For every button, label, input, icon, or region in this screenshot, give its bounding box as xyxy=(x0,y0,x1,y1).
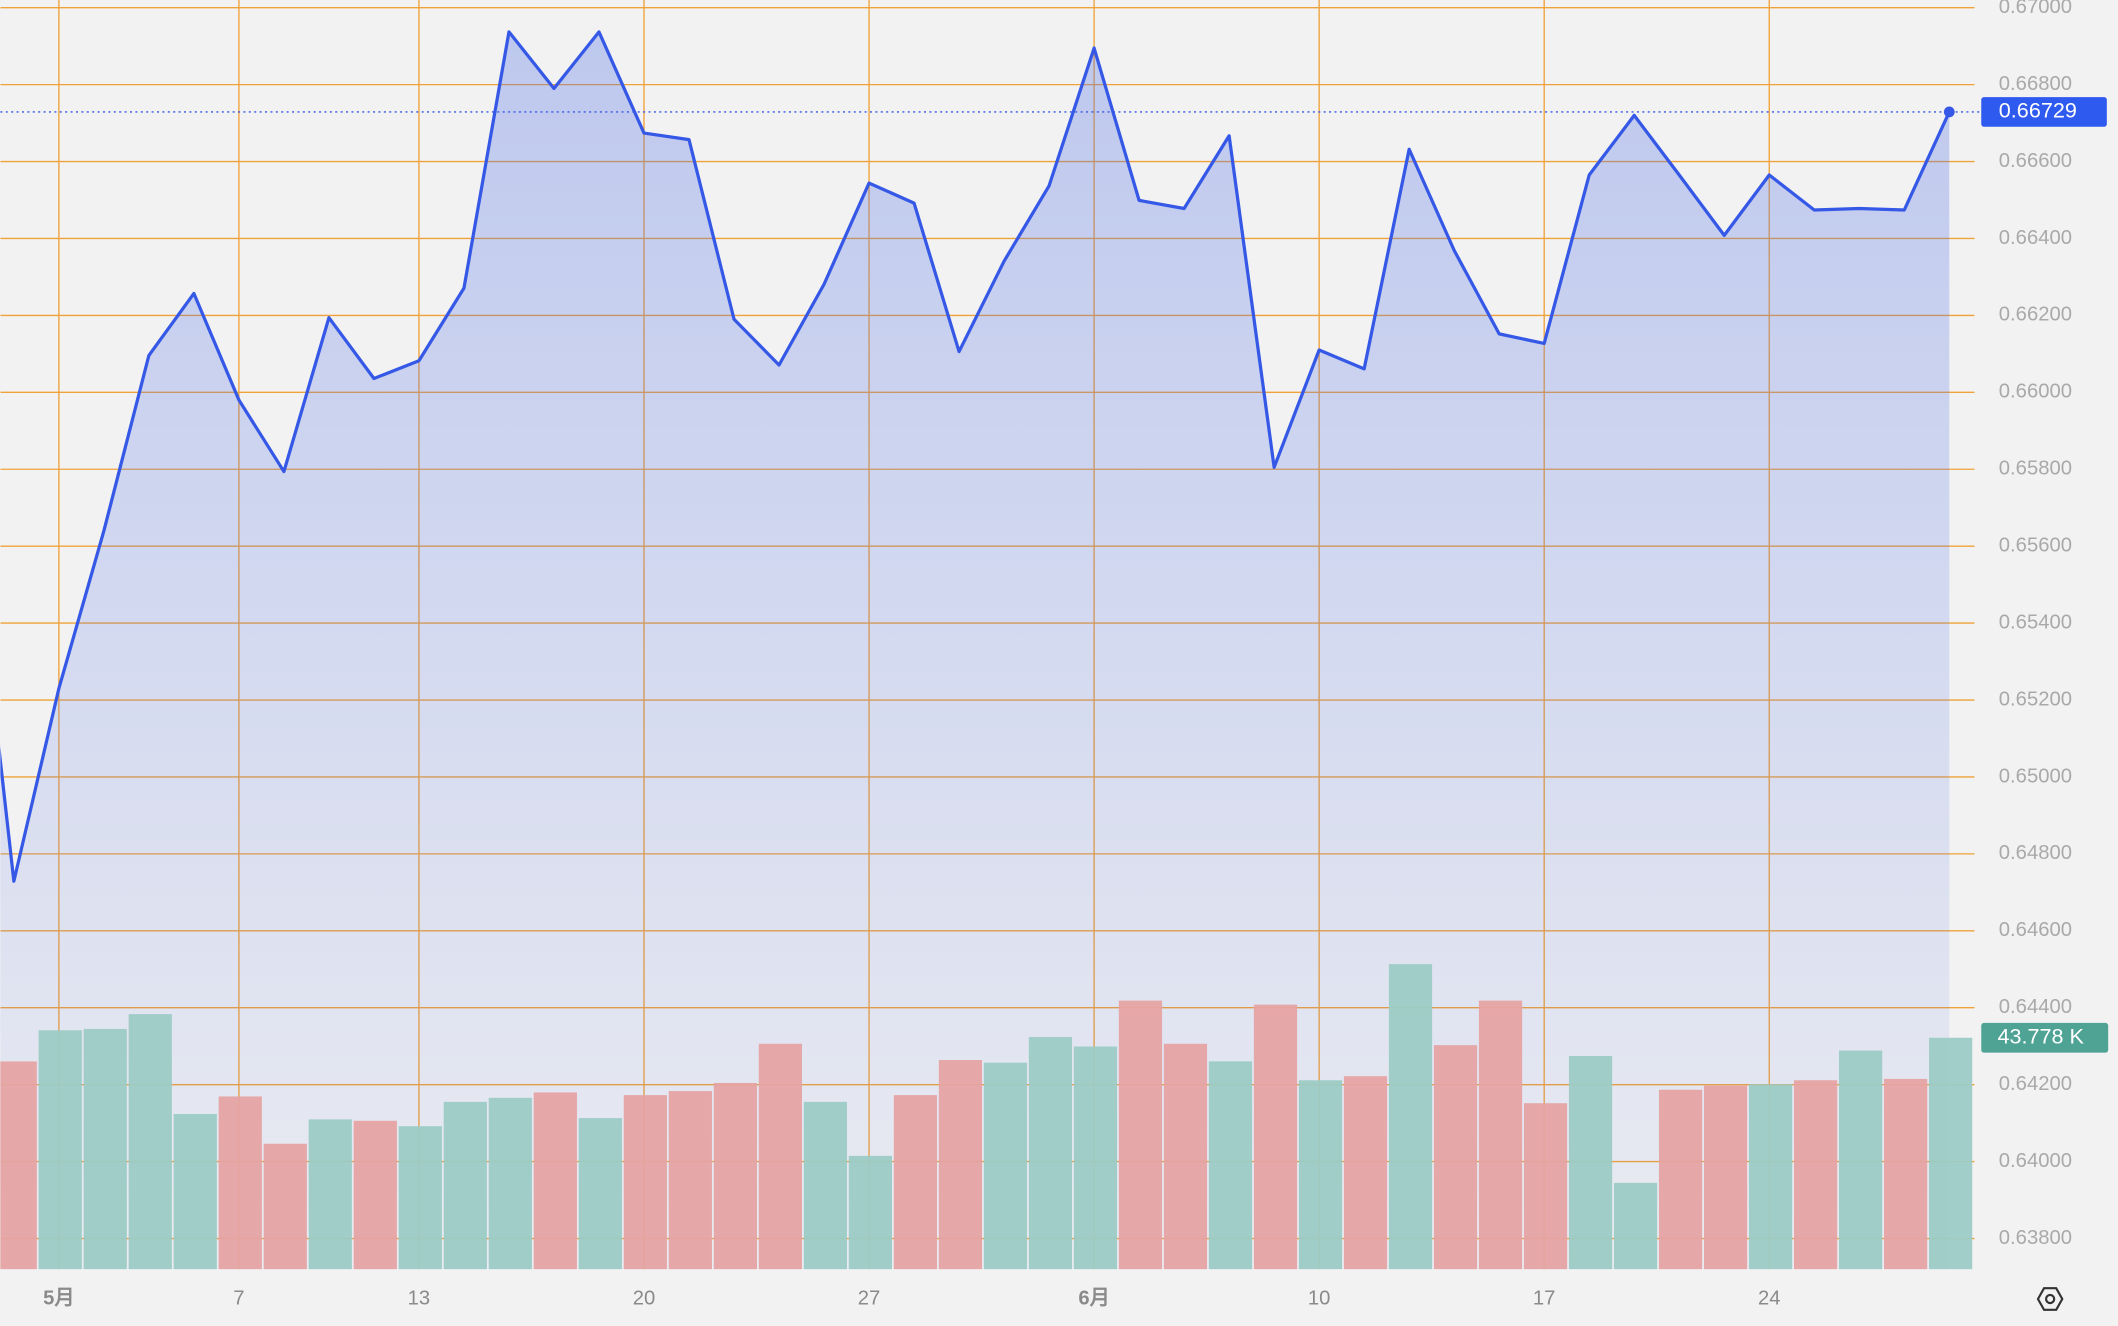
y-tick-label: 0.66400 xyxy=(1999,227,2072,249)
volume-bar xyxy=(1568,1055,1613,1270)
volume-bar xyxy=(1929,1037,1973,1270)
x-tick-label: 10 xyxy=(1308,1287,1331,1309)
volume-bar xyxy=(533,1092,577,1270)
volume-bar xyxy=(713,1082,757,1270)
volume-bar xyxy=(1884,1078,1928,1270)
volume-bar xyxy=(1343,1076,1388,1270)
volume-bar xyxy=(1163,1043,1208,1270)
x-tick-label: 24 xyxy=(1758,1287,1781,1309)
price-line xyxy=(0,30,1951,883)
volume-bar xyxy=(1208,1061,1253,1270)
y-tick-label: 0.64600 xyxy=(1999,919,2072,941)
y-tick-label: 0.66000 xyxy=(1999,381,2072,403)
last-price-box xyxy=(1981,97,2107,127)
y-tick-label: 0.64200 xyxy=(1999,1073,2072,1095)
area xyxy=(0,31,1950,1270)
y-tick-label: 0.64400 xyxy=(1999,996,2072,1018)
volume-bar xyxy=(578,1118,622,1270)
volume-bar xyxy=(308,1119,352,1270)
x-tick-label: 6月 xyxy=(1078,1287,1110,1309)
y-tick-label: 0.67000 xyxy=(1999,0,2072,18)
y-tick-label: 0.65800 xyxy=(1999,458,2072,480)
volume-bar xyxy=(488,1097,532,1270)
volume-bar xyxy=(1028,1037,1073,1270)
settings-icon-center[interactable] xyxy=(2044,1293,2056,1305)
x-tick-label: 13 xyxy=(408,1287,431,1309)
volume-bar xyxy=(0,1061,37,1270)
volume-bar xyxy=(803,1101,847,1270)
y-tick-label: 0.65200 xyxy=(1999,688,2072,710)
volume-bar xyxy=(1433,1045,1478,1270)
x-tick-label: 27 xyxy=(858,1287,881,1309)
y-tick-label: 0.63800 xyxy=(1999,1227,2072,1249)
volume-bar xyxy=(1839,1050,1883,1270)
plot-area xyxy=(0,0,1975,1270)
last-price-dot xyxy=(1943,106,1955,118)
volume-bar xyxy=(1748,1084,1793,1270)
volume-bar xyxy=(1253,1004,1298,1270)
volume-bar xyxy=(263,1143,307,1270)
volume-bar xyxy=(758,1043,802,1270)
volume-bar xyxy=(173,1114,217,1270)
volume-bar xyxy=(1073,1046,1118,1270)
volume-bar xyxy=(1703,1085,1748,1270)
volume-bar xyxy=(1478,1000,1523,1270)
volume-bar xyxy=(623,1095,667,1270)
volume-bar xyxy=(938,1060,983,1270)
volume-bar xyxy=(893,1095,938,1270)
y-tick-label: 0.65600 xyxy=(1999,535,2072,557)
volume-bar xyxy=(443,1101,487,1270)
volume-bar xyxy=(398,1126,442,1270)
y-tick-label: 0.66600 xyxy=(1999,150,2072,172)
y-tick-label: 0.65400 xyxy=(1999,611,2072,633)
settings-button[interactable] xyxy=(2036,1287,2064,1311)
x-tick-label: 20 xyxy=(633,1287,656,1309)
x-axis: 5月71320276月1017247 xyxy=(43,1287,1781,1309)
last-volume-label: 43.778 K xyxy=(1997,1023,2084,1048)
last-volume-box xyxy=(1981,1022,2109,1053)
y-tick-label: 0.64000 xyxy=(1999,1150,2072,1172)
last-price-label: 0.66729 xyxy=(1999,98,2077,123)
volume-bar xyxy=(1658,1089,1703,1270)
volume-bar xyxy=(38,1030,82,1270)
x-tick-label: 7 xyxy=(233,1287,244,1309)
volume-bar xyxy=(128,1014,172,1270)
x-tick-label: 5月 xyxy=(43,1287,75,1309)
volume-bar xyxy=(1793,1080,1838,1270)
volume-bar xyxy=(1613,1182,1658,1270)
volume-bar xyxy=(218,1096,262,1270)
volume-bar xyxy=(83,1028,127,1270)
volume-bar xyxy=(668,1091,712,1270)
volume-bar xyxy=(1388,964,1433,1270)
volume-bar xyxy=(983,1062,1028,1270)
volume-bar xyxy=(1298,1080,1343,1270)
settings-icon[interactable] xyxy=(2036,1287,2064,1311)
y-tick-label: 0.64800 xyxy=(1999,842,2072,864)
volume-bar xyxy=(1118,1000,1163,1270)
volume-bar xyxy=(848,1155,893,1270)
y-tick-label: 0.66200 xyxy=(1999,304,2072,326)
x-tick-label: 17 xyxy=(1533,1287,1556,1309)
y-tick-label: 0.66800 xyxy=(1999,73,2072,95)
volume-bar xyxy=(1523,1103,1568,1270)
volume-bar xyxy=(353,1120,397,1270)
y-tick-label: 0.65000 xyxy=(1999,765,2072,787)
